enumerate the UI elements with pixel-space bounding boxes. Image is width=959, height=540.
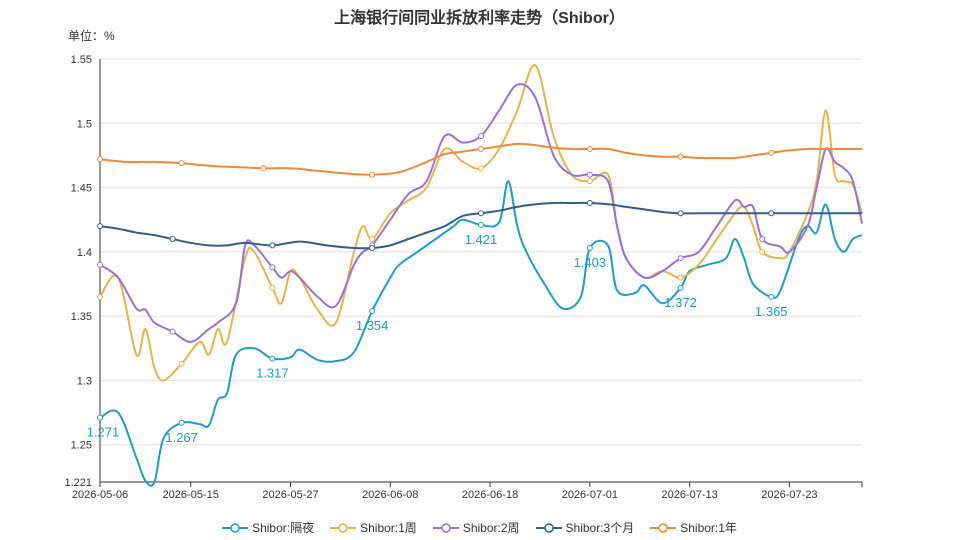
series-point [97, 156, 103, 163]
series-line-3 [99, 201, 862, 250]
y-tick-label: 1.25 [71, 440, 92, 452]
series-point [586, 146, 593, 152]
y-tick-label: 1.35 [71, 311, 92, 323]
y-tick-label: 1.221 [64, 477, 92, 489]
series-point [478, 210, 484, 217]
data-label: 1.403 [574, 255, 607, 270]
series-point [260, 165, 267, 172]
series-point [586, 178, 593, 185]
legend-label: Shibor:2周 [462, 521, 520, 535]
series-point [269, 242, 276, 249]
series-point [478, 165, 484, 172]
series-point [768, 293, 775, 300]
series-point [178, 160, 185, 167]
legend-item-1[interactable]: Shibor:1周 [330, 519, 417, 536]
series-point [369, 236, 376, 242]
x-tick-label: 2026-07-23 [761, 489, 817, 501]
line-chart: 1.221 1.25 1.3 1.35 1.4 1.45 1.5 1.55 2026-05-06… [64, 54, 863, 501]
series-point [97, 293, 103, 300]
legend-item-2[interactable]: Shibor:2周 [432, 519, 520, 536]
legend-swatch-icon [535, 522, 562, 533]
series-point [478, 221, 484, 228]
y-tick-label: 1.45 [71, 183, 92, 195]
series-point [759, 236, 766, 242]
x-tick-label: 2026-05-15 [163, 489, 219, 501]
data-label: 1.372 [664, 295, 697, 310]
series-point [269, 355, 276, 362]
series-point [677, 210, 684, 217]
chart-title: 上海银行间同业拆放利率走势（Shibor） [334, 10, 625, 27]
series-point [677, 153, 684, 160]
legend-item-0[interactable]: Shibor:隔夜 [222, 519, 314, 536]
data-label: 1.317 [256, 366, 289, 381]
y-tick-label: 1.4 [77, 247, 92, 259]
series-point [269, 264, 276, 271]
legend-label: Shibor:3个月 [565, 521, 635, 535]
legend-swatch-icon [330, 522, 357, 533]
series-point [478, 146, 484, 152]
series-point [369, 245, 376, 251]
y-tick-label: 1.55 [71, 54, 92, 66]
y-tick-label: 1.3 [77, 375, 92, 387]
data-label: 1.365 [755, 304, 788, 319]
legend-item-3[interactable]: Shibor:3个月 [535, 519, 635, 536]
series-point [178, 419, 185, 426]
series-point [369, 171, 376, 178]
series-point [369, 308, 376, 314]
legend-item-4[interactable]: Shibor:1年 [650, 519, 737, 536]
data-label: 1.271 [87, 425, 120, 440]
x-tick-label: 2026-05-27 [262, 489, 318, 501]
series-point [478, 133, 484, 140]
series-point [97, 414, 103, 421]
series-point [677, 284, 684, 291]
series-point [677, 274, 684, 281]
x-tick-label: 2026-06-18 [462, 489, 518, 501]
legend-label: Shibor:1年 [680, 521, 737, 535]
series-point [169, 328, 176, 335]
series-point [97, 261, 103, 268]
series-point [269, 284, 276, 291]
unit-label: 单位：% [68, 29, 115, 43]
legend-swatch-icon [222, 522, 249, 533]
series-point [169, 236, 176, 242]
data-label: 1.421 [465, 232, 498, 247]
legend-swatch-icon [432, 522, 459, 533]
series-point [759, 248, 766, 255]
series-point [586, 200, 593, 206]
x-tick-label: 2026-07-01 [562, 489, 618, 501]
series-line-0 [99, 180, 863, 487]
series-point [178, 360, 185, 367]
legend: Shibor:隔夜 Shibor:1周 Shibor:2周 Shibor:3个月 Shi… [0, 519, 959, 536]
data-label: 1.267 [165, 430, 198, 445]
series-point [677, 255, 684, 262]
x-tick-label: 2026-06-08 [362, 489, 418, 501]
x-tick-label: 2026-07-13 [662, 489, 718, 501]
series-point [97, 223, 103, 230]
series-point [586, 171, 593, 178]
x-tick-label: 2026-05-06 [72, 489, 128, 501]
series-point [586, 245, 593, 251]
legend-swatch-icon [650, 522, 677, 533]
series-point [768, 210, 775, 217]
data-label: 1.354 [356, 318, 389, 333]
legend-label: Shibor:1周 [360, 521, 417, 535]
series-point [768, 149, 775, 156]
legend-label: Shibor:隔夜 [252, 521, 315, 535]
y-tick-label: 1.5 [77, 118, 92, 130]
